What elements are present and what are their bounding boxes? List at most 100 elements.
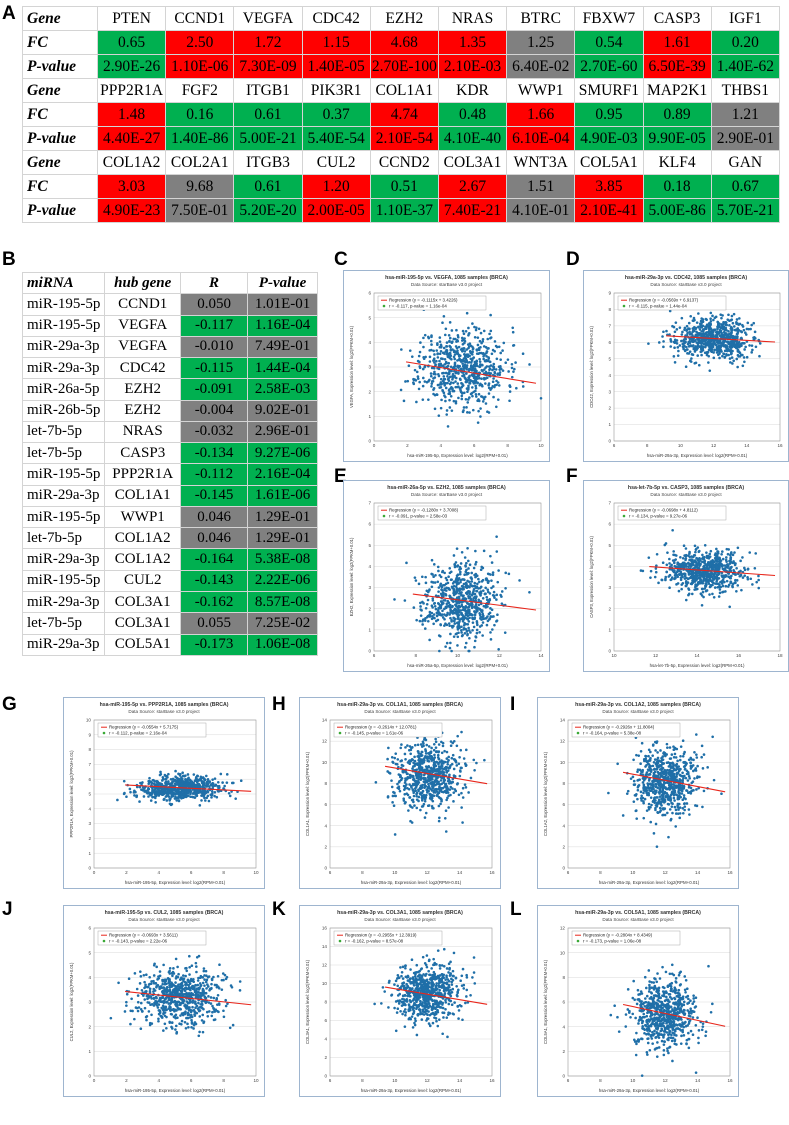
data-point xyxy=(473,381,477,385)
data-point xyxy=(445,341,449,344)
data-point xyxy=(426,598,430,602)
data-point xyxy=(691,334,694,337)
data-point xyxy=(420,773,423,777)
data-point xyxy=(459,387,462,391)
r-value-cell: -0.162 xyxy=(180,590,249,614)
data-point xyxy=(441,388,444,392)
data-point xyxy=(717,330,721,334)
data-point xyxy=(736,329,740,332)
data-point xyxy=(650,803,653,807)
data-point xyxy=(446,581,450,585)
data-point xyxy=(468,374,471,378)
data-point xyxy=(428,638,431,642)
data-point xyxy=(435,611,439,615)
data-point xyxy=(704,584,707,588)
data-point xyxy=(158,792,161,796)
table-a-row-gene: Gene PTEN CCND1 VEGFA CDC42 EZH2 NRAS BTRC FBXW7… xyxy=(22,6,781,31)
data-point xyxy=(738,355,742,358)
data-point xyxy=(459,766,463,770)
data-point xyxy=(687,587,690,590)
data-point xyxy=(475,761,478,765)
data-point xyxy=(713,556,717,560)
data-point xyxy=(439,788,443,792)
data-point xyxy=(489,607,492,610)
data-point xyxy=(443,782,447,786)
data-point xyxy=(677,589,681,593)
data-point xyxy=(442,767,446,771)
data-point xyxy=(437,757,441,761)
data-point xyxy=(730,314,734,318)
data-point xyxy=(477,327,481,331)
p-value-cell: 2.58E-03 xyxy=(247,378,318,401)
data-point xyxy=(438,649,441,653)
data-point xyxy=(430,385,433,388)
data-point xyxy=(688,558,691,562)
data-point xyxy=(699,332,703,336)
data-point xyxy=(485,623,489,627)
fold-change-cell: 9.68 xyxy=(165,174,235,199)
y-tick-label: 4 xyxy=(608,373,611,378)
data-point xyxy=(452,800,455,803)
data-point xyxy=(691,340,695,344)
data-point xyxy=(419,784,423,788)
data-point xyxy=(698,328,702,331)
data-point xyxy=(478,357,481,361)
data-point xyxy=(473,573,476,577)
p-value-cell: 2.16E-04 xyxy=(247,463,318,486)
data-point xyxy=(223,784,226,788)
r-value-cell: -0.164 xyxy=(180,548,249,571)
data-point xyxy=(492,377,495,380)
data-point xyxy=(496,613,499,617)
data-point xyxy=(607,791,610,795)
data-point xyxy=(407,809,410,812)
data-point xyxy=(459,770,462,773)
data-point xyxy=(679,754,682,758)
scatter-svg: hsa-miR-195-5p vs. VEGFA, 1085 samples (… xyxy=(349,275,544,458)
data-point xyxy=(662,345,665,349)
data-point xyxy=(448,321,452,324)
data-point xyxy=(482,397,486,401)
data-point xyxy=(725,563,729,567)
data-point xyxy=(431,599,435,602)
data-point xyxy=(489,372,493,375)
p-value-cell: 5.00E-86 xyxy=(642,198,712,223)
data-point xyxy=(744,333,748,336)
data-point xyxy=(424,755,427,758)
data-point xyxy=(160,790,163,794)
data-point xyxy=(717,557,720,561)
data-point xyxy=(720,316,723,320)
data-point xyxy=(441,570,444,574)
data-point xyxy=(489,638,493,641)
legend-regression-label: Regression (y = -0.1280x + 3.7008) xyxy=(389,508,459,513)
data-point xyxy=(510,375,514,379)
data-point xyxy=(407,364,411,368)
data-point xyxy=(709,335,713,338)
data-point xyxy=(404,746,407,749)
data-point xyxy=(206,777,210,781)
legend-point-swatch xyxy=(382,304,386,308)
data-point xyxy=(696,581,700,585)
y-tick-label: 4 xyxy=(608,564,611,569)
data-point xyxy=(467,605,471,609)
data-point xyxy=(712,356,716,360)
data-point xyxy=(202,794,205,798)
data-point xyxy=(477,409,480,413)
data-point xyxy=(460,791,463,795)
data-point xyxy=(495,593,499,597)
data-point xyxy=(443,381,447,385)
y-tick-label: 6 xyxy=(324,802,327,807)
data-point xyxy=(661,561,665,565)
data-point xyxy=(419,608,422,611)
mirna-cell: let-7b-5p xyxy=(21,527,106,550)
data-point xyxy=(478,351,481,355)
x-tick-label: 18 xyxy=(777,653,783,658)
data-point xyxy=(486,572,490,576)
data-point xyxy=(710,332,714,336)
table-row: miR-195-5p VEGFA -0.117 1.16E-04 xyxy=(21,314,318,337)
data-point xyxy=(483,359,487,363)
data-point xyxy=(500,595,503,598)
data-point xyxy=(672,745,675,748)
data-point xyxy=(473,581,477,585)
data-point xyxy=(474,585,478,589)
data-point xyxy=(449,641,452,645)
